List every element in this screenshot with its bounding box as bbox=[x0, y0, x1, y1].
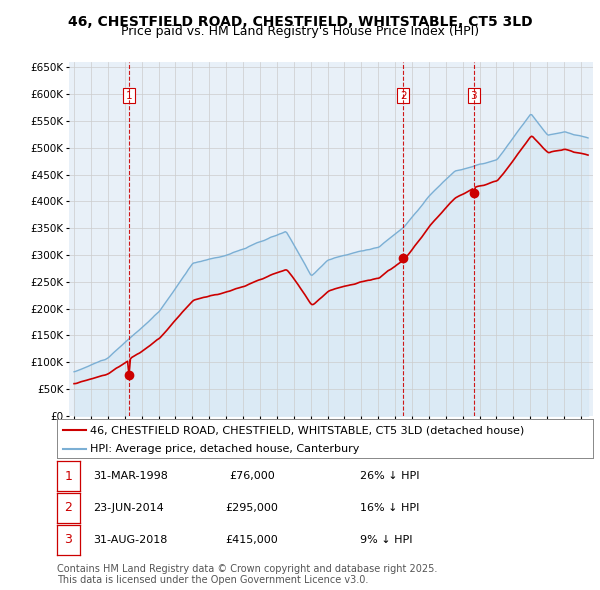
Text: 3: 3 bbox=[64, 533, 73, 546]
Text: 9% ↓ HPI: 9% ↓ HPI bbox=[360, 535, 413, 545]
Text: Contains HM Land Registry data © Crown copyright and database right 2025.
This d: Contains HM Land Registry data © Crown c… bbox=[57, 563, 437, 585]
Text: HPI: Average price, detached house, Canterbury: HPI: Average price, detached house, Cant… bbox=[90, 444, 359, 454]
Text: 3: 3 bbox=[470, 91, 477, 100]
Text: 1: 1 bbox=[64, 470, 73, 483]
Text: 46, CHESTFIELD ROAD, CHESTFIELD, WHITSTABLE, CT5 3LD (detached house): 46, CHESTFIELD ROAD, CHESTFIELD, WHITSTA… bbox=[90, 425, 524, 435]
Text: £295,000: £295,000 bbox=[226, 503, 278, 513]
Text: 2: 2 bbox=[400, 91, 407, 100]
Text: 2: 2 bbox=[64, 502, 73, 514]
Text: Price paid vs. HM Land Registry's House Price Index (HPI): Price paid vs. HM Land Registry's House … bbox=[121, 25, 479, 38]
Text: 31-AUG-2018: 31-AUG-2018 bbox=[93, 535, 167, 545]
Text: £415,000: £415,000 bbox=[226, 535, 278, 545]
Text: 1: 1 bbox=[125, 91, 132, 100]
Text: 16% ↓ HPI: 16% ↓ HPI bbox=[360, 503, 419, 513]
Text: 23-JUN-2014: 23-JUN-2014 bbox=[93, 503, 164, 513]
Text: 31-MAR-1998: 31-MAR-1998 bbox=[93, 471, 168, 481]
Text: £76,000: £76,000 bbox=[229, 471, 275, 481]
Text: 26% ↓ HPI: 26% ↓ HPI bbox=[360, 471, 419, 481]
Text: 46, CHESTFIELD ROAD, CHESTFIELD, WHITSTABLE, CT5 3LD: 46, CHESTFIELD ROAD, CHESTFIELD, WHITSTA… bbox=[68, 15, 532, 29]
